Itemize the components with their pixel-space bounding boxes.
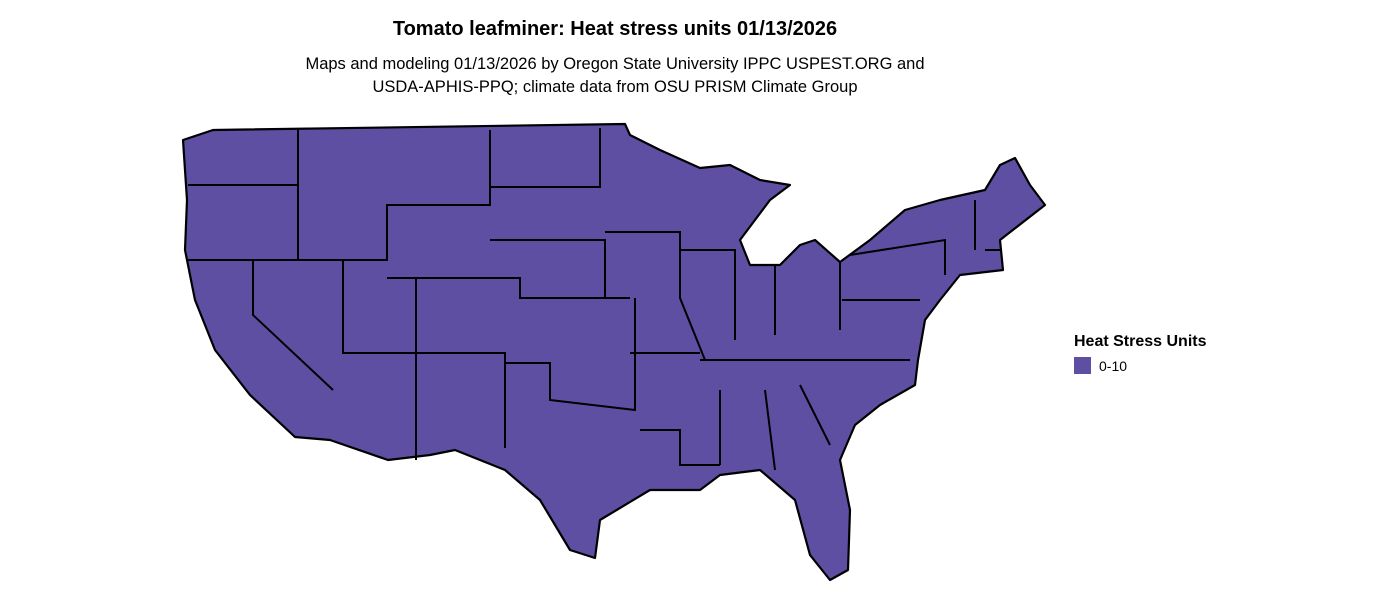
state-borders <box>188 128 1000 471</box>
map-subtitle-line-1: Maps and modeling 01/13/2026 by Oregon S… <box>305 55 925 73</box>
map-subtitle-line-2: USDA-APHIS-PPQ; climate data from OSU PR… <box>372 78 858 96</box>
map-title: Tomato leafminer: Heat stress units 01/1… <box>392 18 838 40</box>
us-outline <box>181 122 1047 582</box>
legend-item: 0-10 <box>1074 357 1207 374</box>
legend-title: Heat Stress Units <box>1074 333 1207 350</box>
legend: Heat Stress Units 0-10 <box>1074 333 1207 374</box>
legend-swatch <box>1074 357 1091 374</box>
legend-label: 0-10 <box>1099 357 1128 374</box>
